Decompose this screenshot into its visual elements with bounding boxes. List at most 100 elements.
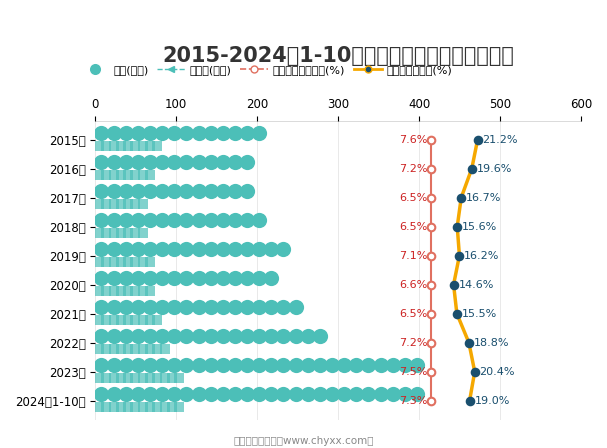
Text: 15.6%: 15.6% — [462, 222, 497, 232]
Point — [218, 129, 228, 137]
Point — [109, 217, 118, 224]
Point — [376, 362, 385, 369]
Point — [194, 129, 203, 137]
Point — [206, 333, 215, 340]
Point — [206, 304, 215, 311]
Point — [138, 375, 148, 382]
Point — [97, 304, 106, 311]
Point — [206, 188, 215, 195]
Point — [364, 391, 373, 398]
Point — [181, 304, 191, 311]
Point — [303, 391, 313, 398]
Point — [133, 275, 143, 282]
Point — [242, 129, 252, 137]
Point — [157, 246, 167, 253]
Point — [194, 188, 203, 195]
Point — [169, 362, 179, 369]
Point — [291, 391, 300, 398]
Point — [254, 129, 264, 137]
Point — [145, 246, 155, 253]
Point — [123, 172, 133, 179]
Point — [121, 304, 131, 311]
Point — [109, 142, 118, 150]
Point — [218, 159, 228, 166]
Point — [169, 246, 179, 253]
Point — [218, 391, 228, 398]
Point — [376, 391, 385, 398]
Point — [206, 391, 215, 398]
Point — [218, 304, 228, 311]
Point — [279, 246, 288, 253]
Point — [121, 333, 131, 340]
Point — [364, 362, 373, 369]
Point — [426, 165, 436, 172]
Point — [94, 288, 104, 295]
Point — [426, 136, 436, 143]
Point — [109, 246, 118, 253]
Point — [145, 375, 155, 382]
Point — [131, 316, 140, 323]
Point — [101, 288, 111, 295]
Point — [145, 345, 155, 353]
Point — [242, 159, 252, 166]
Text: 7.2%: 7.2% — [399, 164, 428, 173]
Point — [133, 362, 143, 369]
Text: 19.0%: 19.0% — [475, 396, 510, 406]
Point — [426, 368, 436, 375]
Point — [452, 223, 462, 230]
Point — [339, 362, 349, 369]
Point — [97, 275, 106, 282]
Point — [157, 362, 167, 369]
Point — [254, 304, 264, 311]
Point — [97, 129, 106, 137]
Point — [351, 391, 361, 398]
Point — [97, 188, 106, 195]
Point — [218, 217, 228, 224]
Point — [230, 362, 240, 369]
Point — [230, 275, 240, 282]
Point — [121, 362, 131, 369]
Point — [169, 304, 179, 311]
Point — [169, 391, 179, 398]
Point — [230, 246, 240, 253]
Point — [157, 391, 167, 398]
Point — [94, 345, 104, 353]
Point — [279, 362, 288, 369]
Point — [109, 172, 118, 179]
Point — [145, 129, 155, 137]
Point — [206, 275, 215, 282]
Point — [133, 159, 143, 166]
Point — [242, 391, 252, 398]
Point — [169, 217, 179, 224]
Point — [109, 345, 118, 353]
Point — [131, 229, 140, 237]
Point — [157, 159, 167, 166]
Point — [123, 142, 133, 150]
Point — [131, 375, 140, 382]
Point — [157, 129, 167, 137]
Point — [167, 404, 177, 411]
Point — [97, 246, 106, 253]
Point — [145, 288, 155, 295]
Text: 16.7%: 16.7% — [466, 193, 501, 202]
Point — [138, 229, 148, 237]
Point — [181, 188, 191, 195]
Point — [327, 362, 337, 369]
Point — [279, 304, 288, 311]
Point — [121, 391, 131, 398]
Legend: 存货(亿元), 产成品(亿元), 存货占流动资产比(%), 存货占总资产比(%): 存货(亿元), 产成品(亿元), 存货占流动资产比(%), 存货占总资产比(%) — [76, 60, 456, 79]
Point — [266, 333, 276, 340]
Point — [109, 333, 118, 340]
Point — [109, 362, 118, 369]
Point — [116, 258, 126, 266]
Point — [94, 142, 104, 150]
Point — [194, 391, 203, 398]
Text: 7.6%: 7.6% — [399, 134, 428, 145]
Text: 20.4%: 20.4% — [480, 366, 515, 377]
Point — [109, 275, 118, 282]
Point — [116, 200, 126, 207]
Point — [152, 142, 162, 150]
Point — [315, 333, 325, 340]
Point — [194, 246, 203, 253]
Point — [97, 159, 106, 166]
